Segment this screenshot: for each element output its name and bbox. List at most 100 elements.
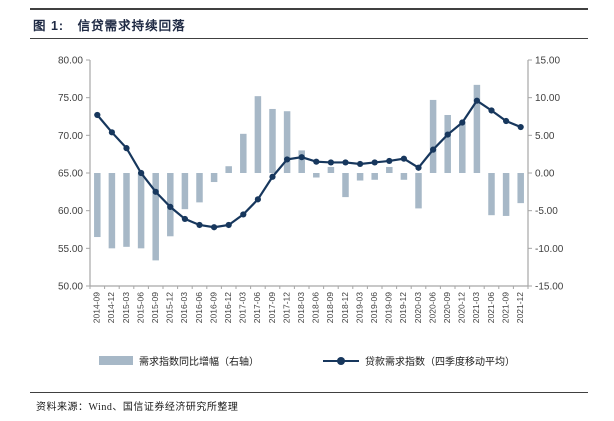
left-axis-tick-label: 65.00 (58, 169, 83, 180)
line-point (503, 117, 510, 125)
bar (298, 150, 305, 173)
bar (327, 166, 335, 173)
line-series-path (96, 99, 522, 229)
line-point (517, 123, 524, 131)
bar (488, 173, 495, 216)
footer-rule (30, 392, 588, 393)
line-point (459, 119, 466, 126)
line-point (269, 173, 276, 180)
bar (371, 173, 378, 180)
left-axis-tick-label: 60.00 (58, 206, 83, 217)
line-point (473, 97, 480, 104)
left-axis-tick-label: 50.00 (58, 282, 83, 293)
bar (254, 96, 262, 173)
right-axis-tick-label: 5.00 (535, 131, 555, 142)
bar (240, 133, 247, 173)
line-point (298, 154, 305, 161)
line-point (357, 160, 364, 168)
x-axis-category-label: 2017-06 (252, 292, 262, 323)
x-axis-category-label: 2015-06 (135, 292, 145, 323)
line-point (181, 215, 188, 223)
bar (137, 173, 145, 249)
x-axis-category-label: 2020-09 (442, 292, 452, 323)
bar (225, 166, 232, 173)
title-underline-rule (30, 38, 588, 39)
figure-title: 图 1: 信贷需求持续回落 (33, 19, 186, 33)
x-axis-category-label: 2014-12 (106, 292, 116, 323)
x-axis-category-label: 2019-12 (398, 292, 408, 323)
line-point (371, 159, 378, 166)
bar (108, 173, 116, 249)
line-point (123, 145, 130, 152)
x-axis-category-label: 2017-09 (267, 292, 277, 323)
line-point (152, 188, 159, 195)
x-axis-category-label: 2016-03 (179, 292, 189, 323)
x-axis-category-label: 2016-06 (194, 292, 204, 323)
line-point (211, 224, 218, 231)
legend-item-bars: 需求指数同比增幅（右轴） (99, 353, 259, 368)
bar (356, 173, 364, 181)
x-axis-category-label: 2017-12 (281, 292, 291, 323)
bar (152, 173, 159, 261)
bar (196, 173, 203, 203)
line-point (327, 159, 334, 166)
bar (429, 99, 437, 173)
bar (123, 173, 130, 247)
x-axis-category-label: 2018-03 (296, 292, 306, 323)
x-axis-category-label: 2020-03 (413, 292, 423, 323)
x-axis-category-label: 2015-09 (150, 292, 160, 323)
bar (473, 84, 481, 173)
line-point (284, 156, 291, 163)
x-axis-category-label: 2018-09 (325, 292, 335, 323)
line-point (430, 146, 437, 153)
right-axis-tick-label: 0.00 (535, 169, 555, 180)
x-axis-category-label: 2015-03 (121, 292, 131, 323)
chart-legend: 需求指数同比增幅（右轴） 贷款需求指数（四季度移动平均） (0, 353, 614, 368)
bar (283, 111, 291, 173)
x-axis-category-label: 2015-12 (165, 292, 175, 323)
x-axis-category-label: 2019-03 (354, 292, 364, 323)
line-point (108, 129, 115, 136)
line-point (254, 196, 261, 203)
right-axis-tick-label: -10.00 (535, 244, 564, 255)
line-series-label: 贷款需求指数（四季度移动平均） (365, 357, 515, 368)
line-point (400, 155, 407, 162)
line-point (196, 221, 203, 229)
bar (386, 166, 393, 173)
top-rule (30, 8, 588, 10)
line-point (488, 107, 495, 114)
x-axis-category-label: 2021-03 (471, 292, 481, 323)
left-axis-tick-label: 70.00 (58, 131, 83, 142)
chart-area: 80.00 75.00 70.00 65.00 60.00 55.00 50.00 15.00… (58, 56, 564, 324)
right-axis-tick-label: -5.00 (535, 206, 558, 217)
line-point (444, 131, 451, 138)
right-axis-tick-label: 15.00 (535, 56, 560, 67)
bar (181, 173, 189, 210)
bar (342, 173, 349, 198)
x-axis-category-label: 2018-12 (340, 292, 350, 323)
x-axis-category-label: 2018-06 (311, 292, 321, 323)
x-axis-category-label: 2016-12 (223, 292, 233, 323)
line-point (240, 211, 247, 218)
bar (210, 173, 218, 183)
line-point (415, 164, 422, 171)
x-axis-category-label: 2019-06 (369, 292, 379, 323)
line-point (342, 159, 349, 166)
bar (269, 108, 276, 173)
right-axis-tick-label: 10.00 (535, 93, 560, 104)
line-point (138, 169, 145, 177)
bar (459, 123, 466, 173)
bar (400, 173, 408, 180)
x-axis-category-label: 2020-12 (457, 292, 467, 323)
bar (313, 173, 320, 178)
x-axis-category-label: 2014-09 (92, 292, 102, 323)
bar-series-swatch (99, 356, 133, 365)
x-axis-category-label: 2019-09 (384, 292, 394, 323)
line-series-swatch (323, 356, 359, 366)
line-point (225, 221, 232, 229)
x-axis-category-label: 2020-06 (427, 292, 437, 323)
x-axis-category-label: 2021-12 (515, 292, 525, 323)
line-point (386, 157, 393, 165)
line-point (167, 203, 174, 210)
x-axis-category-label: 2021-09 (500, 292, 510, 323)
